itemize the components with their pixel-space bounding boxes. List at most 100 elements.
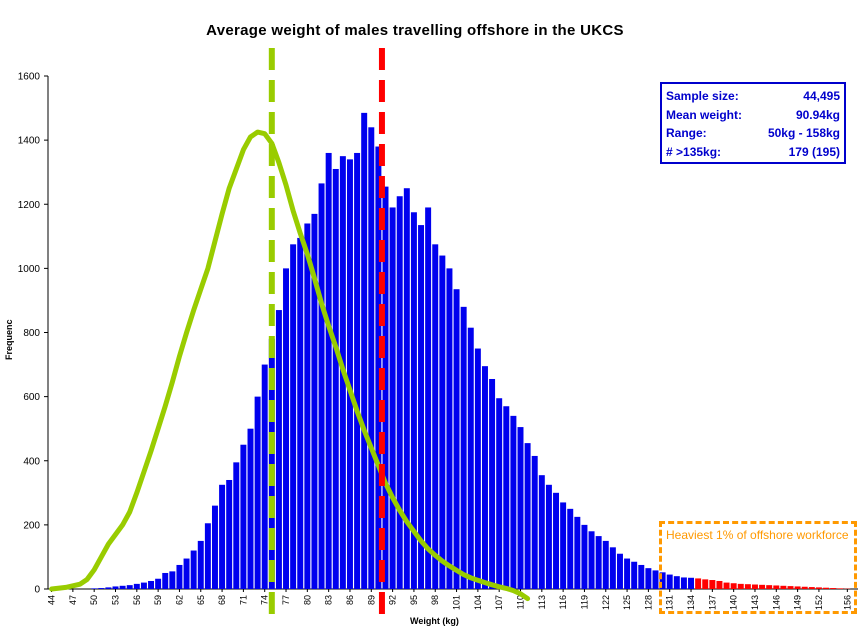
bar <box>318 183 325 590</box>
bar <box>297 237 304 589</box>
x-tick-label: 149 <box>793 595 803 610</box>
bar <box>723 582 730 589</box>
x-tick-label: 137 <box>707 595 717 610</box>
x-tick-label: 122 <box>601 595 611 610</box>
stat-value: 179 (195) <box>788 144 840 159</box>
bar <box>545 484 552 589</box>
chart-title: Average weight of males travelling offsh… <box>206 22 624 39</box>
x-tick-label: 50 <box>89 595 99 605</box>
bar <box>98 588 105 589</box>
bar <box>268 338 275 589</box>
bar <box>659 572 666 589</box>
x-tick-label: 143 <box>750 595 760 610</box>
axes: 0 200 400 600 800 1000 1200 1400 1600 44 47 50 53 56 5… <box>18 72 858 610</box>
bar <box>503 406 510 589</box>
bar <box>602 540 609 589</box>
bar <box>204 523 211 589</box>
bar <box>190 550 197 589</box>
bar <box>368 127 375 590</box>
x-tick-label: 77 <box>281 595 291 605</box>
bar <box>304 223 311 590</box>
x-tick-label: 134 <box>686 595 696 610</box>
bar <box>801 586 808 589</box>
bar <box>162 572 169 589</box>
bar <box>467 327 474 589</box>
bar <box>581 524 588 589</box>
bar <box>666 574 673 589</box>
bar <box>531 455 538 589</box>
x-tick-label: 80 <box>302 595 312 605</box>
bar <box>261 364 268 589</box>
x-tick-label: 110 <box>516 595 526 609</box>
bar <box>524 443 531 589</box>
bar <box>183 558 190 589</box>
bar <box>211 505 218 589</box>
stat-label: Sample size: <box>666 89 739 103</box>
bar <box>688 577 695 589</box>
x-tick-label: 68 <box>217 595 227 605</box>
bar <box>226 479 233 589</box>
bar <box>624 558 631 589</box>
bar <box>631 561 638 589</box>
bar <box>247 428 254 589</box>
bar <box>119 585 126 589</box>
bar <box>808 587 815 589</box>
bar <box>148 580 155 589</box>
bar <box>233 462 240 589</box>
histogram-bars <box>91 112 851 590</box>
x-tick-label: 104 <box>473 595 483 610</box>
x-tick-label: 140 <box>729 595 739 610</box>
bar <box>588 531 595 589</box>
x-tick-label: 65 <box>196 595 206 605</box>
bar <box>716 580 723 589</box>
bar <box>354 152 361 589</box>
bar <box>446 268 453 589</box>
x-tick-label: 59 <box>153 595 163 605</box>
stat-over-135: # >135kg: 179 (195) <box>666 143 840 162</box>
x-tick-label: 113 <box>537 595 547 609</box>
bar <box>730 583 737 589</box>
x-tick-label: 44 <box>47 595 57 605</box>
stats-box: Sample size: 44,495 Mean weight: 90.94kg R… <box>660 82 846 164</box>
bar <box>460 306 467 589</box>
y-tick-label: 1400 <box>18 136 41 147</box>
bar <box>794 586 801 589</box>
bar <box>830 588 837 589</box>
y-tick-label: 1000 <box>18 264 41 275</box>
bar <box>396 196 403 589</box>
bar <box>311 213 318 589</box>
x-tick-label: 71 <box>238 595 248 605</box>
bar <box>418 225 425 589</box>
x-tick-label: 92 <box>388 595 398 605</box>
y-tick-label: 0 <box>34 585 40 596</box>
heaviest-annotation-text: Heaviest 1% of offshore workforce <box>666 528 849 542</box>
bar <box>453 289 460 589</box>
x-tick-label: 53 <box>111 595 121 605</box>
bar <box>176 564 183 589</box>
x-tick-label: 95 <box>409 595 419 605</box>
x-tick-label: 152 <box>814 595 824 610</box>
y-tick-label: 800 <box>23 328 40 339</box>
bar <box>133 583 140 589</box>
bar <box>432 244 439 589</box>
bar <box>517 427 524 589</box>
bar <box>105 587 112 589</box>
x-axis-label: Weight (kg) <box>410 616 459 626</box>
bar <box>254 396 261 589</box>
bar <box>702 579 709 589</box>
x-tick-label: 56 <box>132 595 142 605</box>
x-tick-label: 89 <box>366 595 376 605</box>
bar <box>439 255 446 590</box>
bar <box>787 586 794 589</box>
bar <box>737 583 744 589</box>
y-tick-label: 200 <box>23 520 40 531</box>
bar <box>759 584 766 589</box>
x-tick-label: 119 <box>579 595 589 609</box>
bar <box>609 547 616 589</box>
bar <box>169 571 176 589</box>
bar <box>91 588 98 589</box>
x-tick-label: 101 <box>452 595 462 610</box>
bar <box>823 587 830 589</box>
stat-value: 44,495 <box>803 89 840 103</box>
